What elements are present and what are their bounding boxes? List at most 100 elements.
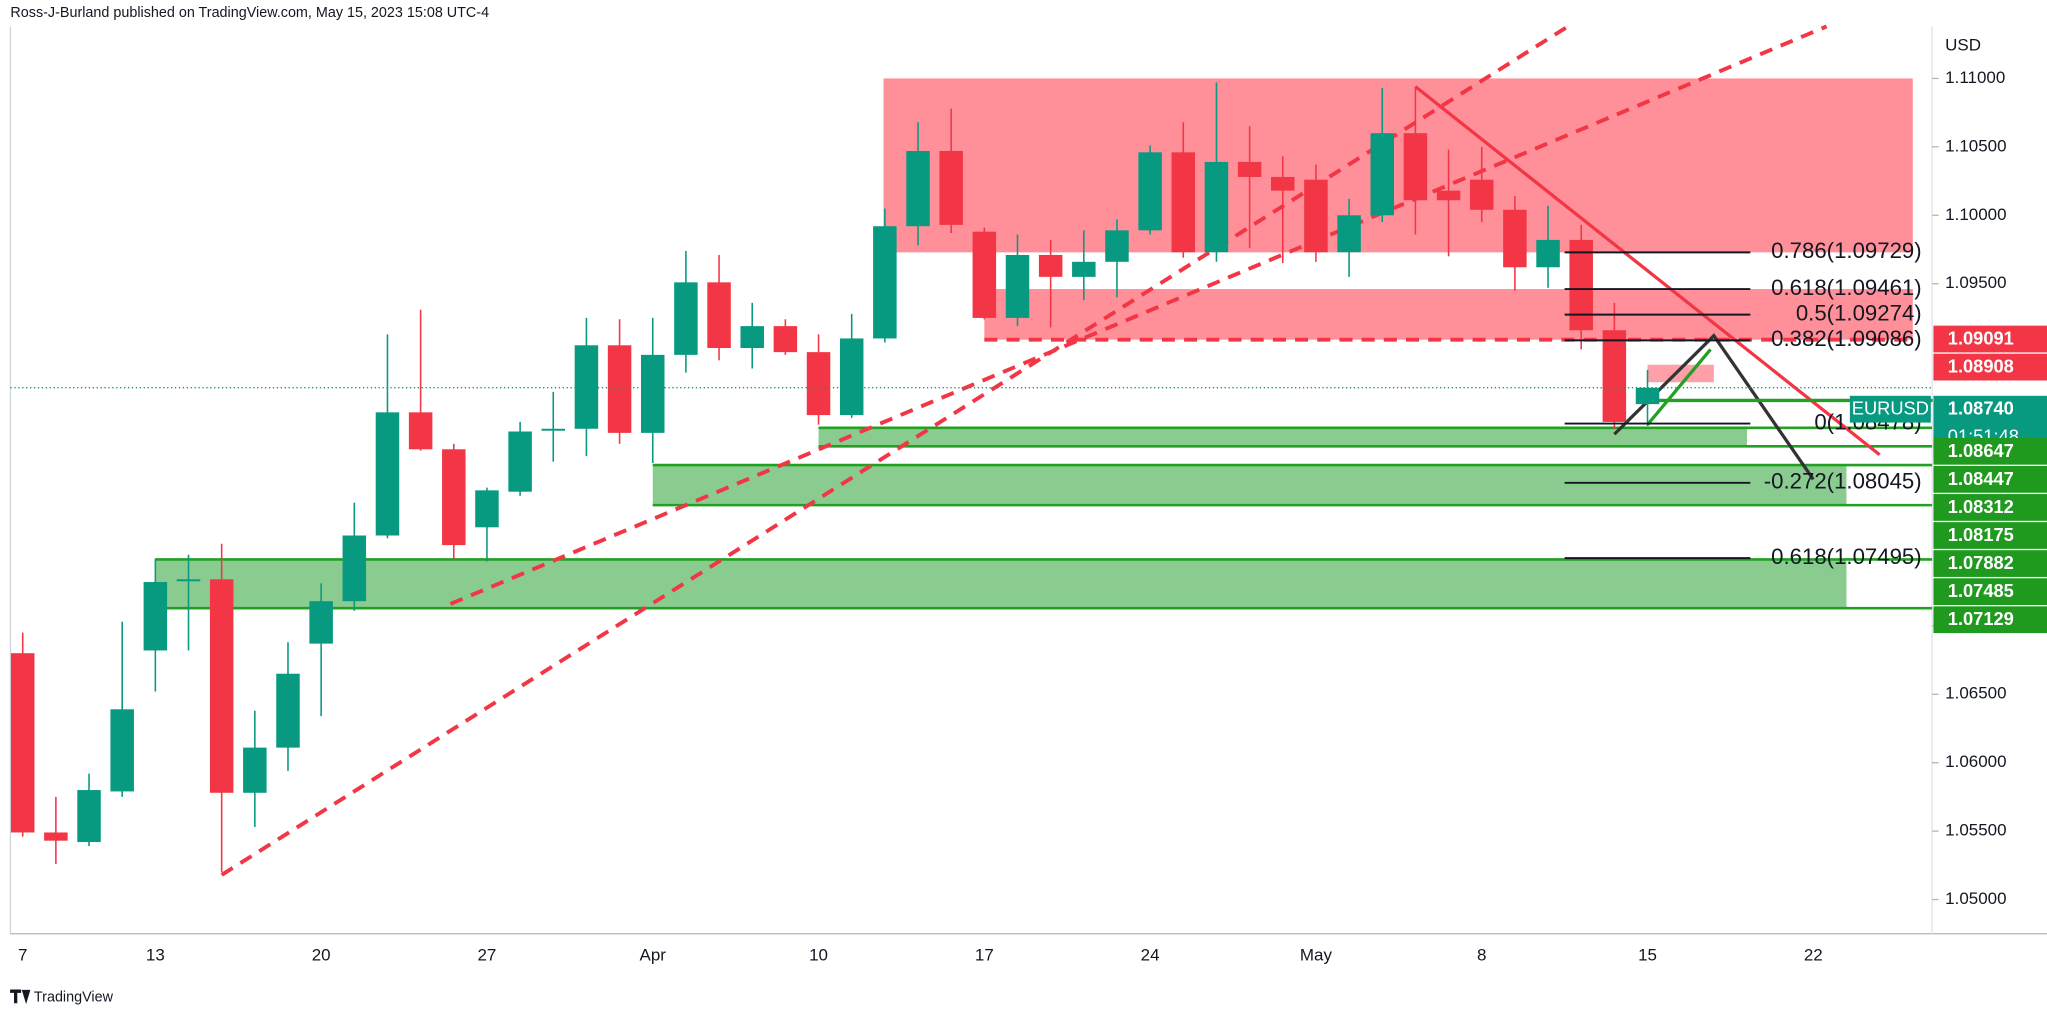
plot: 1.050001.055001.060001.065001.070001.095…	[10, 24, 2047, 964]
candle-body	[1204, 161, 1229, 253]
price-label: 1.07129	[1948, 608, 2014, 629]
candle-body	[1436, 190, 1461, 201]
y-tick-label: 1.06500	[1945, 684, 2006, 703]
candle-body	[1569, 239, 1593, 331]
candle-body	[1237, 161, 1262, 177]
fib-label: 0.618(1.09461)	[1771, 275, 1922, 300]
y-tick-label: 1.05000	[1945, 889, 2006, 908]
price-label: 1.08447	[1948, 468, 2014, 489]
candle-body	[508, 431, 532, 492]
header: Ross-J-Burland published on TradingView.…	[10, 5, 489, 21]
x-tick-label: 8	[1477, 945, 1486, 964]
x-tick-label: 27	[478, 945, 497, 964]
price-label-box	[1933, 325, 2047, 353]
candle-body	[1536, 239, 1560, 268]
price-label-box	[1933, 550, 2047, 577]
candle-body	[873, 226, 897, 339]
candle-body	[143, 582, 168, 651]
x-tick-label: May	[1300, 945, 1333, 964]
price-label: 1.08647	[1948, 440, 2014, 461]
candle-body	[541, 428, 566, 431]
x-tick-label: 10	[809, 945, 828, 964]
candle-body	[77, 790, 101, 843]
candle-body	[806, 352, 831, 416]
candle-body	[1138, 152, 1162, 231]
candle-body	[740, 326, 764, 349]
candle-body	[1503, 209, 1527, 268]
y-tick-label: 1.06000	[1945, 752, 2006, 771]
candle-body	[276, 673, 300, 748]
candle-body	[1105, 230, 1129, 262]
candle-body	[10, 653, 35, 833]
candle-body	[1304, 179, 1328, 253]
y-tick-label: 1.05500	[1945, 821, 2006, 840]
candle-body	[1072, 261, 1096, 277]
price-label: 1.08175	[1948, 524, 2014, 545]
price-label: 1.08740	[1948, 398, 2014, 419]
y-tick-label: 1.09500	[1945, 273, 2006, 292]
candle-body	[309, 601, 333, 644]
fib-label: 0.786(1.09729)	[1771, 238, 1922, 263]
price-label-box	[1933, 465, 2047, 493]
fib-label: 0.5(1.09274)	[1796, 300, 1922, 325]
price-label: 1.08908	[1948, 356, 2014, 377]
x-tick-label: 7	[18, 945, 27, 964]
price-label-box	[1933, 522, 2047, 549]
symbol: EURUSD	[1852, 398, 1929, 419]
candle-body	[674, 282, 698, 355]
currency: USD	[1945, 35, 1981, 54]
trend-line	[1646, 348, 1712, 426]
x-tick-label: 20	[312, 945, 331, 964]
zone	[883, 78, 1913, 253]
candle-body	[1403, 133, 1428, 201]
candle-body	[209, 579, 234, 793]
symbol-box	[1849, 395, 1931, 423]
candle-body	[243, 747, 267, 793]
candle-body	[44, 832, 68, 841]
trend-line	[449, 24, 1828, 606]
zone	[984, 289, 1913, 340]
fib-label: 0.382(1.09086)	[1771, 326, 1922, 351]
candle-body	[939, 150, 963, 225]
price-label-box	[1933, 494, 2047, 521]
candle-body	[1635, 387, 1660, 405]
zone	[155, 559, 1847, 609]
zone	[1647, 364, 1714, 383]
candle-body	[839, 338, 864, 416]
candle-body	[475, 490, 499, 528]
candle-body	[707, 282, 731, 349]
trend-line	[1414, 85, 1881, 457]
candle-body	[408, 412, 433, 450]
candle-body	[773, 326, 798, 353]
y-tick-label: 1.11000	[1945, 68, 2005, 87]
price-label: 1.08312	[1948, 496, 2014, 517]
fib-label: -0.272(1.08045)	[1764, 469, 1922, 494]
candle-body	[1005, 254, 1030, 318]
x-tick-label: 22	[1804, 945, 1823, 964]
candle-body	[1171, 152, 1196, 253]
y-tick-label: 1.10000	[1945, 205, 2006, 224]
candle-body	[972, 231, 997, 318]
candle-body	[574, 345, 599, 429]
candle-body	[442, 449, 466, 546]
x-tick-label: 17	[975, 945, 994, 964]
x-tick-label: 24	[1141, 945, 1160, 964]
y-tick-label: 1.10500	[1945, 136, 2006, 155]
x-tick-label: 15	[1638, 945, 1657, 964]
candle-body	[1602, 330, 1627, 422]
candle-body	[1337, 215, 1361, 253]
candle-body	[375, 412, 400, 536]
candle-body	[1469, 179, 1494, 210]
zone	[652, 465, 1847, 506]
candle-body	[110, 709, 134, 792]
price-label-box	[1933, 437, 2047, 465]
price-label-box	[1933, 578, 2047, 606]
footer-logo	[10, 989, 31, 1005]
candle-body	[640, 354, 665, 433]
zone	[818, 427, 1747, 447]
price-label: 1.07485	[1948, 580, 2014, 601]
candle-body	[607, 345, 632, 433]
candle-body	[906, 150, 930, 227]
